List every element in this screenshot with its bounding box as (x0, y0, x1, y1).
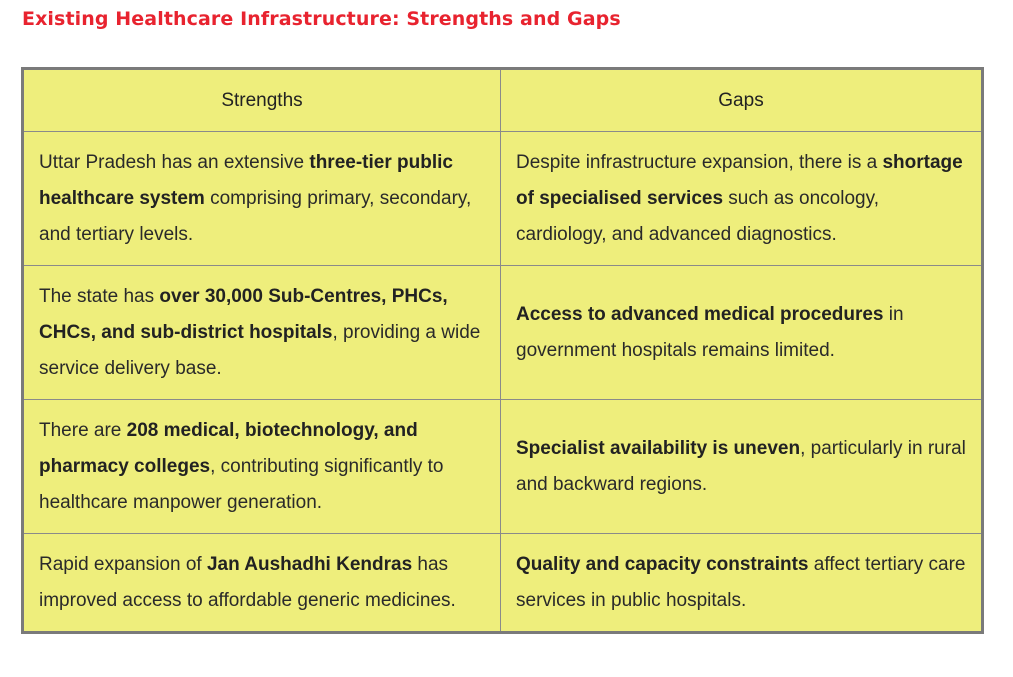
header-strengths: Strengths (22, 68, 501, 132)
strengths-gaps-table: Strengths Gaps Uttar Pradesh has an exte… (21, 67, 984, 634)
cell-bold-text: 208 medical, biotechnology, and pharmacy… (39, 419, 418, 477)
cell-bold-text: over 30,000 Sub-Centres, PHCs, CHCs, and… (39, 285, 448, 343)
cell-text: affect tertiary care services in public … (516, 553, 966, 611)
gap-cell: Quality and capacity constraints affect … (500, 533, 983, 633)
cell-text: has improved access to affordable generi… (39, 553, 456, 611)
header-gaps: Gaps (500, 68, 983, 132)
cell-text: , contributing significantly to healthca… (39, 455, 444, 513)
table-row: There are 208 medical, biotechnology, an… (22, 399, 983, 534)
gap-cell: Access to advanced medical procedures in… (500, 265, 983, 400)
cell-text: , providing a wide service delivery base… (39, 321, 481, 379)
cell-bold-text: three-tier public healthcare system (39, 151, 453, 209)
cell-text: Despite infrastructure expansion, there … (516, 151, 883, 173)
cell-text: The state has (39, 285, 160, 307)
page-title: Existing Healthcare Infrastructure: Stre… (22, 8, 621, 30)
table-row: Rapid expansion of Jan Aushadhi Kendras … (22, 533, 983, 633)
cell-text: comprising primary, secondary, and terti… (39, 187, 472, 245)
cell-bold-text: Access to advanced medical procedures (516, 303, 884, 325)
cell-text: , particularly in rural and backward reg… (516, 437, 966, 495)
table-header-row: Strengths Gaps (22, 68, 983, 132)
gap-cell: Specialist availability is uneven, parti… (500, 399, 983, 534)
cell-text: Rapid expansion of (39, 553, 207, 575)
strength-cell: There are 208 medical, biotechnology, an… (22, 399, 501, 534)
strength-cell: Uttar Pradesh has an extensive three-tie… (22, 131, 501, 266)
gap-cell: Despite infrastructure expansion, there … (500, 131, 983, 266)
cell-bold-text: Jan Aushadhi Kendras (206, 553, 413, 575)
table-row: Uttar Pradesh has an extensive three-tie… (22, 131, 983, 266)
cell-bold-text: Specialist availability is uneven (516, 437, 801, 459)
cell-bold-text: Quality and capacity constraints (516, 553, 809, 575)
cell-text: There are (39, 419, 127, 441)
cell-text: in government hospitals remains limited. (516, 303, 904, 361)
strength-cell: The state has over 30,000 Sub-Centres, P… (22, 265, 501, 400)
strength-cell: Rapid expansion of Jan Aushadhi Kendras … (22, 533, 501, 633)
cell-text: such as oncology, cardiology, and advanc… (516, 187, 879, 245)
cell-text: Uttar Pradesh has an extensive (39, 151, 310, 173)
cell-bold-text: shortage of specialised services (516, 151, 963, 209)
table-row: The state has over 30,000 Sub-Centres, P… (22, 265, 983, 400)
